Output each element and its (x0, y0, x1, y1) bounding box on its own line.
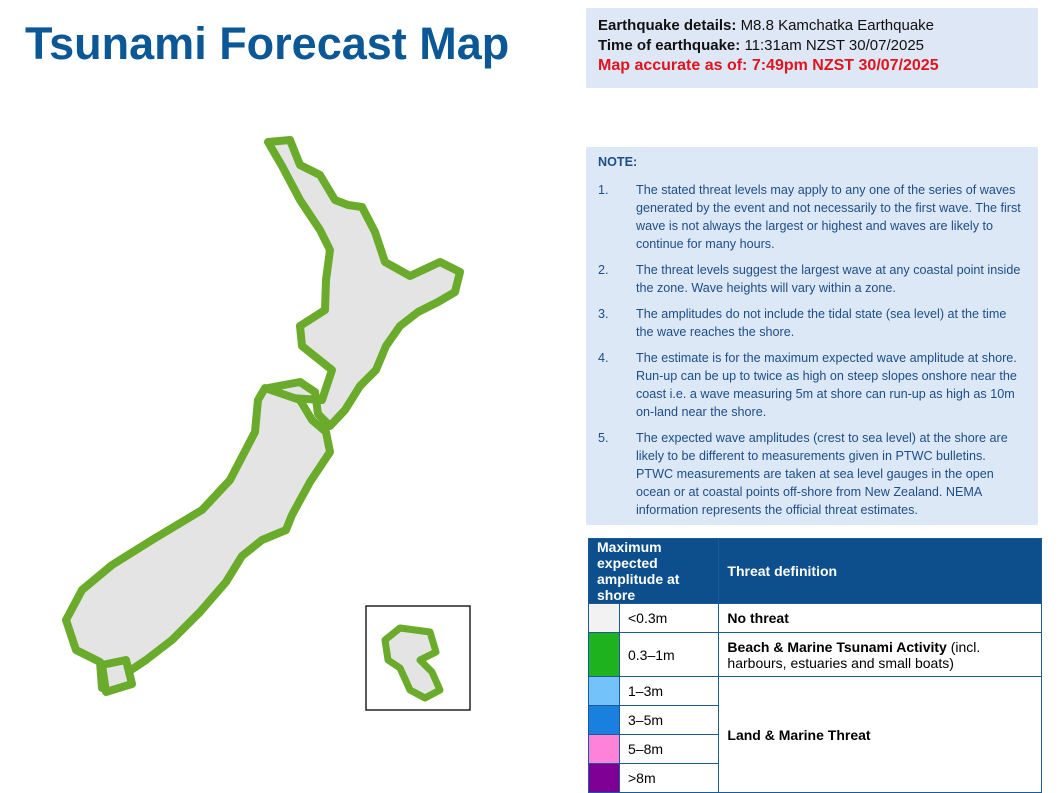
swatch (588, 734, 620, 764)
label: Time of earthquake: (598, 37, 741, 54)
note-number: 1. (598, 183, 609, 197)
legend-row: 0.3–1m Beach & Marine Tsunami Activity (i… (588, 632, 1042, 677)
amplitude: 5–8m (618, 734, 720, 764)
note-text: The stated threat levels may apply to an… (636, 183, 1021, 251)
threat-title: Beach & Marine Tsunami Activity (727, 638, 947, 655)
legend-row: <0.3m No threat (588, 603, 1042, 633)
swatch (588, 705, 620, 735)
note-list: 1. The stated threat levels may apply to … (598, 181, 1038, 519)
label: Earthquake details: (598, 17, 737, 34)
note-text: The threat levels suggest the largest wa… (636, 263, 1021, 295)
threat-cell: Land & Marine Threat (718, 676, 1042, 793)
value: M8.8 Kamchatka Earthquake (740, 17, 935, 34)
legend-row: 3–5m (588, 705, 1042, 735)
swatch (588, 676, 620, 706)
stewart-island (98, 656, 136, 696)
chatham-island (381, 624, 444, 702)
note-number: 4. (598, 351, 609, 365)
amplitude: <0.3m (618, 603, 720, 633)
swatch (588, 632, 620, 677)
south-island (62, 384, 334, 692)
swatch (588, 763, 620, 793)
legend-row: 1–3m Land & Marine Threat (588, 676, 1042, 793)
note-number: 5. (598, 431, 609, 445)
threat-title: No threat (727, 610, 789, 626)
note-item: 2. The threat levels suggest the largest … (598, 261, 1038, 297)
header-cell: Maximum expected amplitude at shore (587, 538, 720, 604)
note-number: 3. (598, 307, 609, 321)
amplitude: 0.3–1m (618, 632, 720, 677)
threat-cell: No threat (718, 603, 1042, 633)
swatch (588, 603, 620, 633)
threat-detail: (incl. harbours, estuaries and small boa… (727, 638, 981, 671)
note-item: 3. The amplitudes do not include the tida… (598, 305, 1038, 341)
note-item: 5. The expected wave amplitudes (crest to… (598, 429, 1038, 519)
map (62, 136, 471, 711)
accuracy: Map accurate as of: 7:49pm NZST 30/07/20… (598, 57, 939, 74)
note-item: 1. The stated threat levels may apply to … (598, 181, 1038, 253)
value: 11:31am NZST 30/07/2025 (744, 37, 924, 54)
title: Tsunami Forecast Map (25, 18, 510, 69)
note-text: The amplitudes do not include the tidal … (636, 307, 1007, 339)
note-text: The estimate is for the maximum expected… (636, 351, 1017, 419)
amplitude: >8m (618, 763, 720, 793)
amplitude: 3–5m (618, 705, 720, 735)
note-item: 4. The estimate is for the maximum expect… (598, 349, 1038, 421)
legend-table: Maximum expected amplitude at shore Thre… (587, 538, 1042, 793)
note-title: NOTE: (598, 155, 638, 169)
earthquake-line: Earthquake details: M8.8 Kamchatka Earth… (598, 16, 1038, 36)
note-text: The expected wave amplitudes (crest to s… (636, 431, 1008, 517)
details-box: Earthquake details: M8.8 Kamchatka Earth… (586, 8, 1038, 88)
legend-header: Maximum expected amplitude at shore Thre… (587, 538, 1042, 604)
threat-title: Land & Marine Threat (727, 726, 871, 743)
inset-frame (365, 605, 471, 711)
note-box: NOTE: 1. The stated threat levels may app… (586, 147, 1038, 525)
threat-cell: Beach & Marine Tsunami Activity (incl. h… (718, 632, 1042, 677)
amplitude: 1–3m (618, 676, 720, 706)
legend-body: <0.3m No threat 0.3–1m Beach & Marine Tsuna… (588, 603, 1042, 793)
note-number: 2. (598, 263, 609, 277)
time-line: Time of earthquake: 11:31am NZST 30/07/2… (598, 36, 1038, 56)
header-cell: Threat definition (718, 538, 1042, 604)
north-island (264, 136, 464, 430)
